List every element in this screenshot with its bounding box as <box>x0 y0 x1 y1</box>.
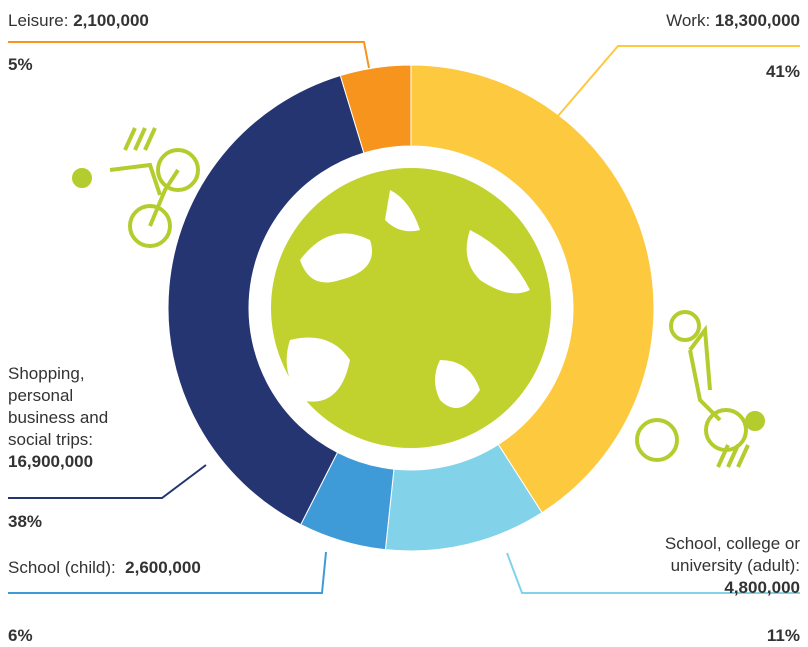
label: Leisure: 2,100,000 <box>8 10 149 32</box>
value-label: 2,100,000 <box>73 11 149 30</box>
value-label: 4,800,000 <box>724 578 800 597</box>
donut <box>167 64 655 552</box>
category: Shopping, personal business and social t… <box>8 364 109 449</box>
value-label: 16,900,000 <box>8 452 94 471</box>
category: Leisure: <box>8 11 69 30</box>
value-label: 18,300,000 <box>714 11 800 30</box>
label: Shopping, personal business and social t… <box>8 363 138 473</box>
percent-label: 38% <box>8 512 43 531</box>
category: School, college or university (adult): <box>664 534 800 575</box>
cyclist-icon <box>72 127 200 248</box>
globe <box>271 168 551 448</box>
leader-lines <box>8 41 800 594</box>
category: Work: <box>666 11 711 30</box>
leader-line <box>8 551 327 594</box>
value-label: 2,600,000 <box>125 558 201 577</box>
label: School, college or university (adult): 4… <box>630 533 800 599</box>
slice <box>339 64 412 154</box>
leader-line <box>8 41 370 69</box>
cyclist-icon <box>635 310 765 468</box>
category: School (child): <box>8 558 116 577</box>
label: Work: 18,300,000 <box>666 10 800 32</box>
percent-label: 6% <box>8 626 33 645</box>
slice <box>167 74 365 526</box>
percent-label: 41% <box>765 62 800 81</box>
slice <box>410 64 655 514</box>
leader-line <box>8 464 207 499</box>
leader-line <box>557 45 800 117</box>
percent-label: 5% <box>8 55 33 74</box>
percent-label: 11% <box>766 626 800 645</box>
label: School (child): 2,600,000 <box>8 557 201 579</box>
leader-line <box>506 552 800 594</box>
